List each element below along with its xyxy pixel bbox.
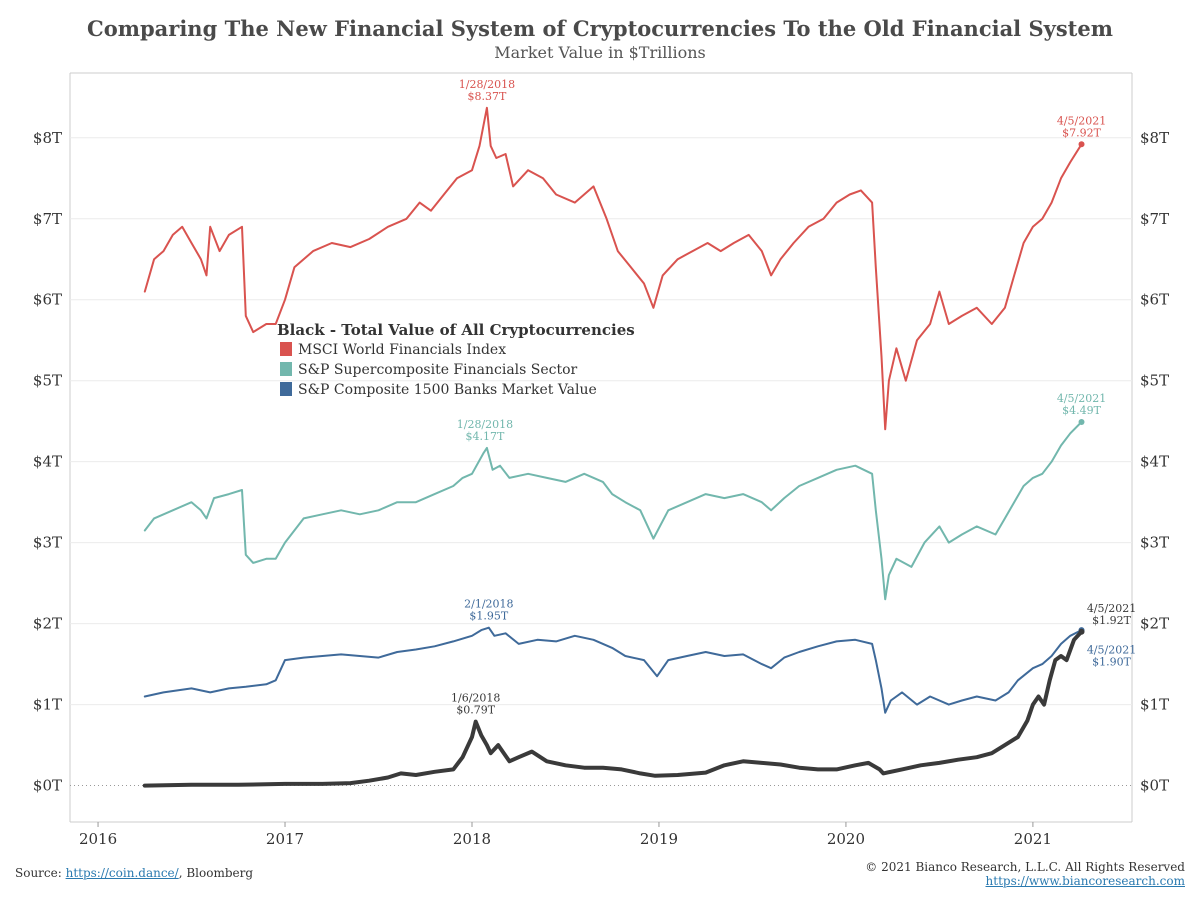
- y-tick-label: $5T: [1140, 372, 1169, 390]
- annotation-value: $4.49T: [1062, 404, 1101, 417]
- source-line: Source: https://coin.dance/, Bloomberg: [15, 866, 253, 880]
- copyright-block: © 2021 Bianco Research, L.L.C. All Right…: [865, 860, 1185, 888]
- annotation-value: $1.92T: [1092, 614, 1131, 627]
- y-tick-label: $4T: [1140, 453, 1169, 471]
- x-tick-label: 2018: [453, 830, 491, 848]
- y-tick-label: $2T: [1140, 615, 1169, 633]
- y-tick-label: $4T: [33, 453, 62, 471]
- x-tick-label: 2019: [640, 830, 678, 848]
- y-tick-label: $5T: [33, 372, 62, 390]
- legend-label: S&P Supercomposite Financials Sector: [298, 362, 578, 378]
- annotation-date: 1/28/2018: [457, 418, 513, 431]
- legend-swatch: [280, 342, 292, 356]
- series-line: [143, 106, 1083, 431]
- source-link[interactable]: https://coin.dance/: [65, 866, 179, 880]
- source-suffix: , Bloomberg: [178, 866, 254, 880]
- annotation-date: 1/28/2018: [459, 78, 515, 91]
- legend-label: MSCI World Financials Index: [298, 342, 506, 358]
- y-tick-label: $8T: [33, 129, 62, 147]
- y-axis-left: $0T $1T $2T $3T $4T $5T $6T $7T $8T: [33, 129, 62, 795]
- annotation-value: $1.95T: [469, 610, 508, 623]
- annotation-value: $0.79T: [456, 704, 495, 717]
- chart-subtitle: Market Value in $Trillions: [494, 43, 706, 62]
- y-tick-label: $7T: [33, 210, 62, 228]
- chart-title: Comparing The New Financial System of Cr…: [87, 16, 1113, 41]
- annotation-date: 2/1/2018: [464, 598, 513, 611]
- website-link[interactable]: https://www.biancoresearch.com: [985, 874, 1185, 888]
- y-axis-right: $0T $1T $2T $3T $4T $5T $6T $7T $8T: [1140, 129, 1169, 795]
- copyright-text: © 2021 Bianco Research, L.L.C. All Right…: [865, 860, 1185, 874]
- y-tick-label: $8T: [1140, 129, 1169, 147]
- annotation-date: 4/5/2021: [1057, 392, 1106, 405]
- x-tick-label: 2016: [79, 830, 117, 848]
- x-tick-label: 2021: [1014, 830, 1052, 848]
- plot-frame: [69, 72, 1133, 823]
- y-tick-label: $0T: [33, 777, 62, 795]
- annotation-date: 1/6/2018: [451, 692, 500, 705]
- x-tick-label: 2020: [827, 830, 865, 848]
- series-line: [142, 629, 1084, 788]
- series-endpoint: [1078, 141, 1085, 148]
- legend-swatch: [280, 382, 292, 396]
- x-tick-label: 2017: [266, 830, 304, 848]
- annotation-date: 4/5/2021: [1057, 114, 1106, 127]
- annotation-date: 4/5/2021: [1087, 644, 1136, 657]
- y-tick-label: $6T: [33, 291, 62, 309]
- series-endpoint: [1078, 418, 1085, 425]
- series-line: [143, 421, 1083, 601]
- source-prefix: Source:: [15, 866, 66, 880]
- annotations: 1/28/2018$8.37T4/5/2021$7.92T1/28/2018$4…: [451, 78, 1136, 717]
- series-endpoint: [1078, 628, 1085, 635]
- legend-title: Black - Total Value of All Cryptocurrenc…: [277, 321, 635, 339]
- annotation-date: 4/5/2021: [1087, 602, 1136, 615]
- x-axis: 2016 2017 2018 2019 2020 2021: [79, 822, 1052, 848]
- y-tick-label: $3T: [33, 534, 62, 552]
- legend-swatch: [280, 362, 292, 376]
- y-tick-label: $1T: [1140, 696, 1169, 714]
- grid-lines: [70, 137, 1132, 787]
- y-tick-label: $6T: [1140, 291, 1169, 309]
- y-tick-label: $1T: [33, 696, 62, 714]
- y-tick-label: $2T: [33, 615, 62, 633]
- series-line: [143, 626, 1083, 714]
- annotation-value: $7.92T: [1062, 126, 1101, 139]
- legend: Black - Total Value of All Cryptocurrenc…: [277, 321, 635, 398]
- y-tick-label: $7T: [1140, 210, 1169, 228]
- annotation-value: $8.37T: [468, 90, 507, 103]
- y-tick-label: $3T: [1140, 534, 1169, 552]
- series-lines: [142, 106, 1085, 788]
- legend-label: S&P Composite 1500 Banks Market Value: [298, 382, 597, 398]
- y-tick-label: $0T: [1140, 777, 1169, 795]
- annotation-value: $1.90T: [1092, 656, 1131, 669]
- annotation-value: $4.17T: [466, 430, 505, 443]
